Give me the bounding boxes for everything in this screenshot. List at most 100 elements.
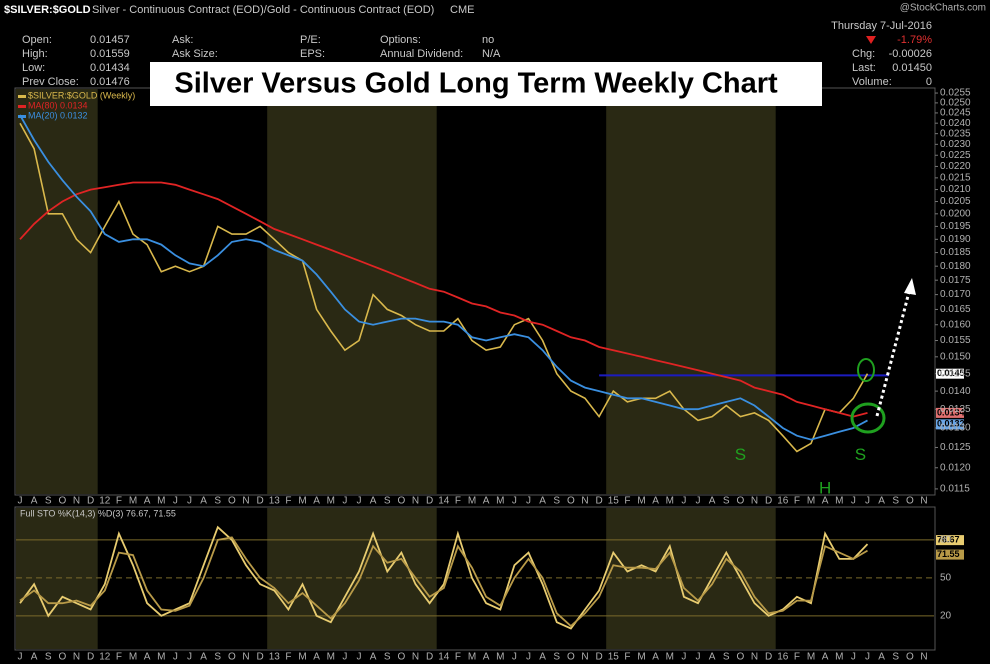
stoch-panel xyxy=(14,506,936,651)
x-tick-label: M xyxy=(468,652,476,663)
stat-label: Ask Size: xyxy=(172,48,218,60)
x-tick-label: D xyxy=(87,496,94,507)
x-tick-label: A xyxy=(539,496,546,507)
x-tick-label: F xyxy=(794,496,800,507)
x-tick-label: J xyxy=(526,496,531,507)
x-tick-label: A xyxy=(822,496,829,507)
x-tick-label: O xyxy=(906,496,914,507)
x-tick-label: M xyxy=(666,652,674,663)
x-tick-label: N xyxy=(412,652,419,663)
stat-label: Options: xyxy=(380,34,421,46)
y-tick-label: 0.0235 xyxy=(940,128,971,139)
x-tick-label: M xyxy=(129,496,137,507)
description: Silver - Continuous Contract (EOD)/Gold … xyxy=(92,4,434,16)
x-tick-label: N xyxy=(242,652,249,663)
x-tick-label: J xyxy=(512,652,517,663)
y-tick-label: 0.0175 xyxy=(940,275,971,286)
annotation: S xyxy=(855,445,866,464)
series-line xyxy=(19,525,869,630)
value-tag-label: 0.0134 xyxy=(937,407,965,417)
x-tick-label: J xyxy=(357,496,362,507)
stat-value: N/A xyxy=(482,48,501,60)
y-tick-label: 0.0135 xyxy=(940,404,971,415)
x-tick-label: 16 xyxy=(777,652,789,663)
x-tick-label: M xyxy=(157,496,165,507)
y-tick-label: 0.0150 xyxy=(940,351,971,362)
value-tag xyxy=(936,535,964,546)
x-tick-label: M xyxy=(298,652,306,663)
legend-label: MA(20) 0.0132 xyxy=(28,110,88,120)
x-tick-label: M xyxy=(157,652,165,663)
x-tick-label: A xyxy=(31,496,38,507)
x-tick-label: M xyxy=(637,652,645,663)
x-tick-label: A xyxy=(313,496,320,507)
value-tag xyxy=(936,419,964,430)
x-tick-label: O xyxy=(736,652,744,663)
y-tick-label: 0.0240 xyxy=(940,118,971,129)
x-tick-label: A xyxy=(878,652,885,663)
x-tick-label: M xyxy=(327,496,335,507)
stat-label: Ask: xyxy=(172,34,193,46)
value-tag-label: 71.55 xyxy=(937,549,960,559)
x-tick-label: M xyxy=(807,496,815,507)
y-tick-label: 0.0155 xyxy=(940,335,971,346)
x-tick-label: J xyxy=(681,652,686,663)
x-tick-label: O xyxy=(228,652,236,663)
x-tick-label: F xyxy=(624,652,630,663)
y-tick-label: 80 xyxy=(940,535,952,546)
x-tick-label: J xyxy=(173,652,178,663)
symbol: $SILVER:$GOLD xyxy=(4,4,91,16)
x-tick-label: O xyxy=(906,652,914,663)
x-tick-label: A xyxy=(31,652,38,663)
x-tick-label: M xyxy=(807,652,815,663)
x-tick-label: D xyxy=(257,652,264,663)
year-band xyxy=(606,89,776,494)
y-tick-label: 0.0195 xyxy=(940,221,971,232)
x-tick-label: S xyxy=(214,652,221,663)
stat-label: Open: xyxy=(22,34,52,46)
x-tick-label: A xyxy=(313,652,320,663)
y-tick-label: 0.0255 xyxy=(940,88,971,99)
value-tag xyxy=(936,407,964,418)
x-tick-label: 14 xyxy=(438,652,450,663)
arrow-head xyxy=(904,278,916,295)
stat-value: 0.01457 xyxy=(90,34,130,46)
x-tick-label: M xyxy=(835,652,843,663)
title-box xyxy=(150,62,822,106)
legend-swatch xyxy=(18,95,26,98)
x-tick-label: N xyxy=(920,496,927,507)
x-tick-label: N xyxy=(412,496,419,507)
x-tick-label: O xyxy=(397,652,405,663)
x-tick-label: A xyxy=(709,496,716,507)
x-tick-label: J xyxy=(357,652,362,663)
x-tick-label: S xyxy=(384,496,391,507)
x-tick-label: J xyxy=(173,496,178,507)
x-tick-label: 15 xyxy=(608,496,620,507)
y-tick-label: 0.0185 xyxy=(940,247,971,258)
x-tick-label: J xyxy=(512,496,517,507)
value-tag-label: 76.67 xyxy=(937,534,960,544)
x-tick-label: M xyxy=(835,496,843,507)
stat-label: Prev Close: xyxy=(22,76,79,88)
x-tick-label: S xyxy=(892,652,899,663)
x-tick-label: F xyxy=(455,496,461,507)
x-tick-label: A xyxy=(878,496,885,507)
y-tick-label: 0.0205 xyxy=(940,196,971,207)
x-tick-label: F xyxy=(116,652,122,663)
y-tick-label: 0.0120 xyxy=(940,462,971,473)
y-tick-label: 0.0145 xyxy=(940,368,971,379)
x-tick-label: 15 xyxy=(608,652,620,663)
y-tick-label: 0.0130 xyxy=(940,423,971,434)
exchange: CME xyxy=(450,4,474,16)
x-tick-label: A xyxy=(370,496,377,507)
x-tick-label: M xyxy=(468,496,476,507)
x-tick-label: D xyxy=(596,496,603,507)
series-line xyxy=(19,114,868,441)
x-tick-label: S xyxy=(45,652,52,663)
x-tick-label: S xyxy=(384,652,391,663)
quote-label: Last: xyxy=(852,62,876,74)
x-tick-label: O xyxy=(58,652,66,663)
y-tick-label: 0.0200 xyxy=(940,208,971,219)
x-tick-label: F xyxy=(794,652,800,663)
